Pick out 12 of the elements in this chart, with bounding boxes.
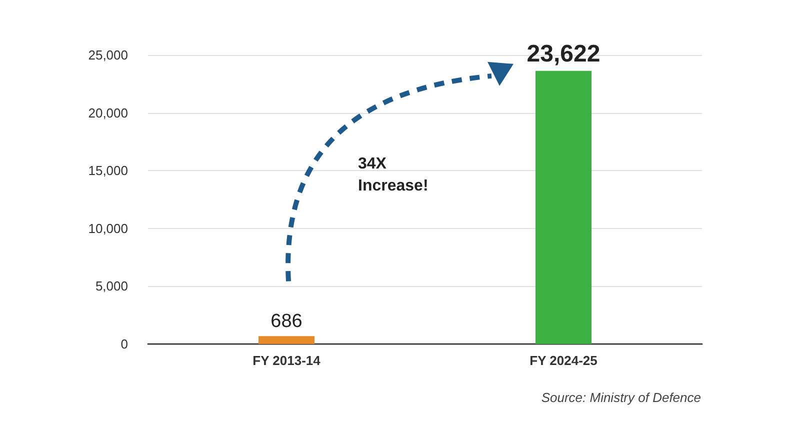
y-tick-label: 25,000 [88, 48, 128, 62]
y-tick-label: 0 [120, 336, 128, 352]
y-tick-label: 10,000 [88, 220, 128, 236]
data-label: 686 [270, 311, 302, 332]
source-note: Source: Ministry of Defence [541, 390, 702, 405]
annotation: 34X Increase! [358, 156, 428, 194]
y-tick-label: 15,000 [88, 163, 128, 178]
x-tick-label: FY 2013-14 [252, 353, 322, 368]
y-tick-label: 5,000 [95, 278, 128, 294]
data-label: 23,622 [526, 40, 600, 68]
y-tick-label: 20,000 [88, 105, 128, 120]
x-tick-label: FY 2024-25 [530, 353, 598, 368]
